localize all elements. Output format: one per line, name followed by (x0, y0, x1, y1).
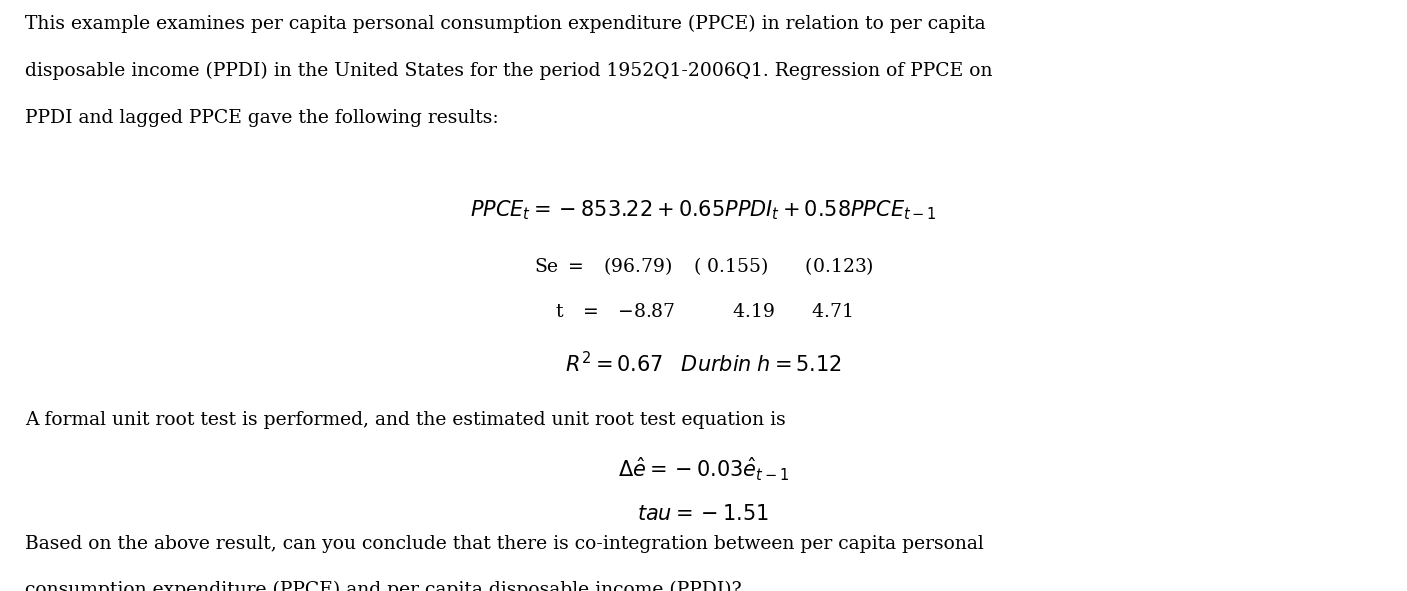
Text: t $\;\;=\;\;$ $-$8.87 $\;\;\;\;\;\;\;\;\;$ 4.19 $\;\;\;\;\;$ 4.71: t $\;\;=\;\;$ $-$8.87 $\;\;\;\;\;\;\;\;\… (554, 303, 853, 321)
Text: Se $=\;\;$ (96.79) $\;\;$ ( 0.155) $\;\;\;\;\;$ (0.123): Se $=\;\;$ (96.79) $\;\;$ ( 0.155) $\;\;… (533, 255, 874, 277)
Text: disposable income (PPDI) in the United States for the period 1952Q1-2006Q1. Regr: disposable income (PPDI) in the United S… (25, 62, 993, 80)
Text: $\mathit{tau} = -1.51$: $\mathit{tau} = -1.51$ (637, 504, 770, 524)
Text: Based on the above result, can you conclude that there is co-integration between: Based on the above result, can you concl… (25, 535, 983, 553)
Text: $\Delta\hat{e} = -0.03\hat{e}_{t-1}$: $\Delta\hat{e} = -0.03\hat{e}_{t-1}$ (618, 456, 789, 483)
Text: A formal unit root test is performed, and the estimated unit root test equation : A formal unit root test is performed, an… (25, 411, 787, 428)
Text: $R^{2} = 0.67\;\;$ $\mathit{Durbin\;h} = 5.12$: $R^{2} = 0.67\;\;$ $\mathit{Durbin\;h} =… (566, 351, 841, 376)
Text: consumption expenditure (PPCE) and per capita disposable income (PPDI)?: consumption expenditure (PPCE) and per c… (25, 580, 741, 591)
Text: $\mathit{PPCE}_{t} = -853.22 + 0.65\mathit{PPDI}_{t} + 0.58\mathit{PPCE}_{t-1}$: $\mathit{PPCE}_{t} = -853.22 + 0.65\math… (470, 198, 937, 222)
Text: This example examines per capita personal consumption expenditure (PPCE) in rela: This example examines per capita persona… (25, 15, 986, 33)
Text: PPDI and lagged PPCE gave the following results:: PPDI and lagged PPCE gave the following … (25, 109, 499, 127)
